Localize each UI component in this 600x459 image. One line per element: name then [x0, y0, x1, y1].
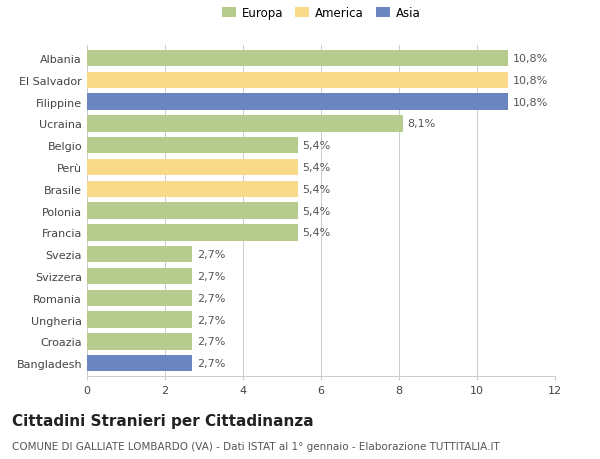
Text: 5,4%: 5,4% — [302, 141, 331, 151]
Bar — [87, 290, 193, 306]
Bar — [87, 268, 193, 285]
Text: 10,8%: 10,8% — [513, 97, 548, 107]
Bar — [87, 225, 298, 241]
Bar — [87, 203, 298, 219]
Text: 2,7%: 2,7% — [197, 336, 226, 347]
Text: 2,7%: 2,7% — [197, 358, 226, 368]
Text: 10,8%: 10,8% — [513, 76, 548, 86]
Text: 2,7%: 2,7% — [197, 315, 226, 325]
Bar — [87, 73, 508, 89]
Text: 2,7%: 2,7% — [197, 250, 226, 260]
Text: 2,7%: 2,7% — [197, 293, 226, 303]
Text: 10,8%: 10,8% — [513, 54, 548, 64]
Text: Cittadini Stranieri per Cittadinanza: Cittadini Stranieri per Cittadinanza — [12, 413, 314, 428]
Bar — [87, 160, 298, 176]
Bar — [87, 246, 193, 263]
Text: 5,4%: 5,4% — [302, 162, 331, 173]
Bar — [87, 51, 508, 67]
Bar — [87, 312, 193, 328]
Legend: Europa, America, Asia: Europa, America, Asia — [217, 2, 425, 25]
Bar — [87, 94, 508, 111]
Text: 8,1%: 8,1% — [407, 119, 436, 129]
Text: COMUNE DI GALLIATE LOMBARDO (VA) - Dati ISTAT al 1° gennaio - Elaborazione TUTTI: COMUNE DI GALLIATE LOMBARDO (VA) - Dati … — [12, 441, 500, 451]
Bar — [87, 355, 193, 371]
Text: 5,4%: 5,4% — [302, 206, 331, 216]
Text: 5,4%: 5,4% — [302, 228, 331, 238]
Text: 2,7%: 2,7% — [197, 271, 226, 281]
Bar — [87, 116, 403, 132]
Bar — [87, 333, 193, 350]
Bar — [87, 181, 298, 197]
Text: 5,4%: 5,4% — [302, 185, 331, 195]
Bar — [87, 138, 298, 154]
